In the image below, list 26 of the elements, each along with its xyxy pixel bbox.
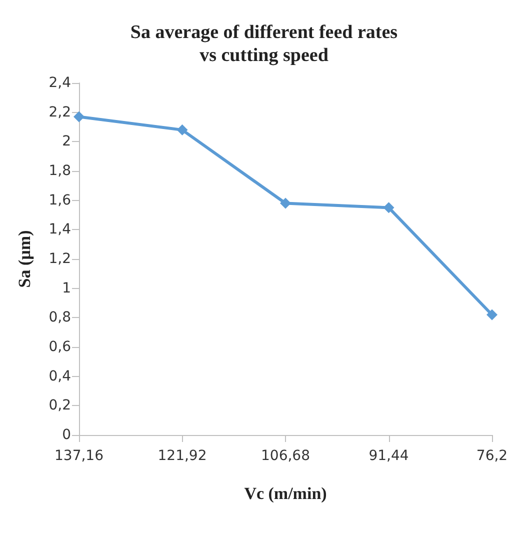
point [383,202,394,214]
y-tick-label: 2,2 [48,104,71,120]
x-tick-label: 121,92 [158,448,207,464]
x-tick-label: 106,68 [261,448,310,464]
y-tick-label: 0,2 [48,398,71,414]
y-tick-label: 0 [62,427,71,443]
point [74,111,84,122]
y-tick-label: 1,6 [48,192,72,208]
y-tick-label: 1,8 [48,163,71,179]
y-tick-label: 1,2 [48,251,71,267]
y-tick-label: 1,4 [48,222,72,238]
x-tick-label: 137,16 [54,448,104,464]
point [486,309,498,320]
x-axis-title: Vc (m/min) [244,484,327,503]
point [280,198,291,209]
y-tick-label: 0,8 [48,310,71,326]
chart-title: Sa average of different feed rates vs cutting speed [130,22,398,66]
y-tick-label: 0,4 [48,368,72,384]
y-tick-label: 2 [62,134,71,150]
y-tick-label: 1 [62,280,71,296]
point [176,124,188,136]
x-tick-label: 76,2 [476,448,508,464]
x-tick-label: 91,44 [368,448,409,464]
y-axis-title: Sa (µm) [15,230,34,288]
y-tick-label: 0,6 [48,339,72,355]
y-tick-label: 2,4 [48,75,72,91]
